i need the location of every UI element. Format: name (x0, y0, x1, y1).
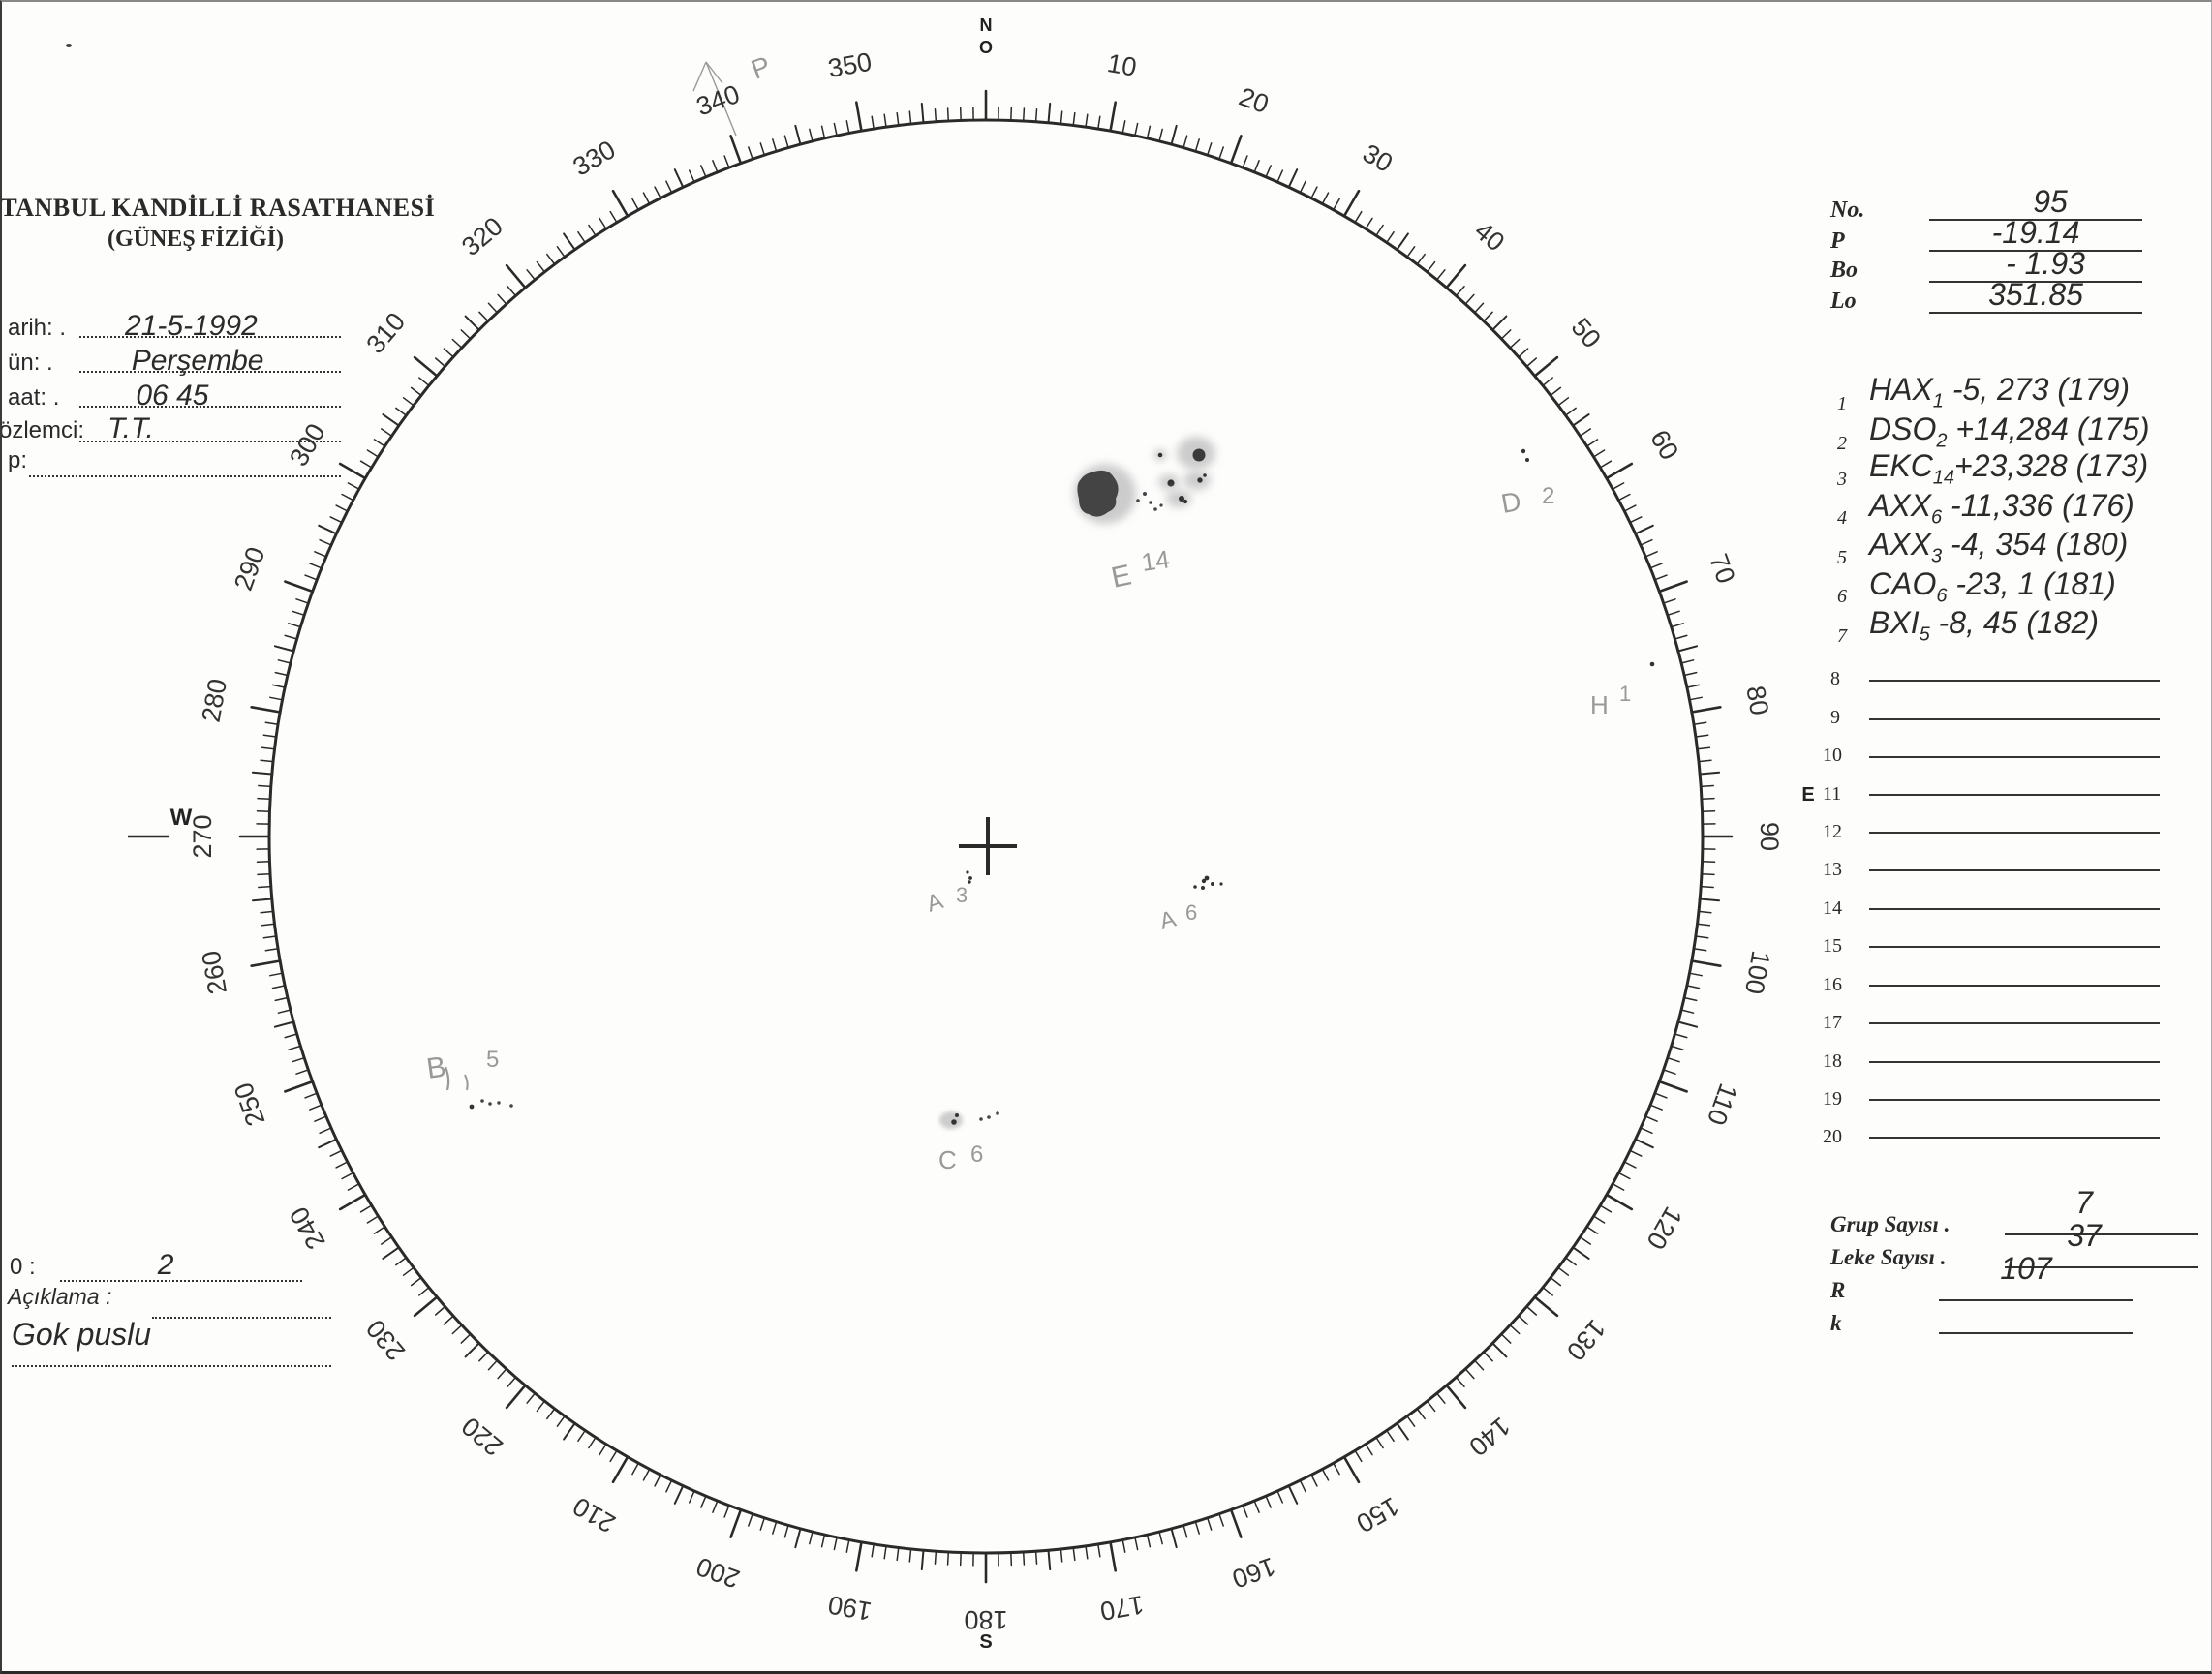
svg-text:70: 70 (1704, 550, 1740, 587)
svg-text:230: 230 (360, 1314, 411, 1366)
svg-text:B: B (424, 1050, 447, 1084)
svg-text:170: 170 (1098, 1590, 1147, 1626)
svg-text:90: 90 (1755, 822, 1784, 851)
svg-text:D: D (1499, 486, 1523, 519)
svg-text:5: 5 (486, 1047, 499, 1073)
svg-text:E: E (1109, 559, 1134, 594)
svg-text:220: 220 (456, 1412, 508, 1462)
svg-text:310: 310 (360, 307, 411, 359)
svg-text:40: 40 (1469, 216, 1510, 257)
svg-text:280: 280 (197, 677, 232, 725)
svg-text:250: 250 (229, 1079, 271, 1130)
svg-text:100: 100 (1739, 949, 1775, 997)
svg-text:14: 14 (1140, 544, 1172, 577)
svg-text:N: N (980, 15, 993, 35)
svg-text:110: 110 (1702, 1080, 1743, 1129)
svg-text:6: 6 (970, 1141, 983, 1168)
svg-text:330: 330 (568, 135, 620, 182)
svg-text:20: 20 (1235, 82, 1272, 119)
svg-text:H: H (1590, 690, 1609, 719)
svg-text:P: P (747, 50, 774, 85)
svg-text:2: 2 (1542, 483, 1554, 509)
svg-text:160: 160 (1228, 1551, 1279, 1594)
svg-text:1: 1 (1619, 682, 1631, 706)
svg-text:190: 190 (826, 1590, 875, 1626)
svg-text:6: 6 (1185, 900, 1197, 925)
svg-text:180: 180 (964, 1605, 1007, 1634)
svg-text:340: 340 (692, 79, 744, 122)
svg-text:A: A (924, 888, 947, 918)
svg-text:50: 50 (1566, 313, 1607, 353)
svg-text:140: 140 (1463, 1412, 1516, 1462)
svg-text:10: 10 (1105, 48, 1139, 82)
svg-text:320: 320 (456, 211, 508, 261)
svg-text:30: 30 (1358, 138, 1398, 178)
svg-text:350: 350 (826, 47, 875, 83)
svg-text:210: 210 (568, 1491, 620, 1538)
svg-text:E: E (1801, 784, 1814, 806)
svg-text:200: 200 (692, 1551, 744, 1594)
svg-text:60: 60 (1644, 425, 1684, 465)
svg-text:300: 300 (284, 418, 331, 471)
svg-text:290: 290 (229, 543, 271, 594)
svg-text:120: 120 (1641, 1202, 1688, 1254)
svg-text:80: 80 (1740, 684, 1774, 717)
svg-text:3: 3 (956, 883, 968, 907)
svg-text:260: 260 (197, 949, 232, 997)
svg-text:270: 270 (188, 814, 217, 858)
svg-text:O: O (979, 38, 993, 57)
svg-text:150: 150 (1351, 1491, 1403, 1538)
svg-text:A: A (1157, 906, 1179, 935)
svg-text:240: 240 (284, 1202, 331, 1254)
svg-text:C: C (938, 1145, 957, 1174)
svg-text:130: 130 (1561, 1314, 1612, 1366)
